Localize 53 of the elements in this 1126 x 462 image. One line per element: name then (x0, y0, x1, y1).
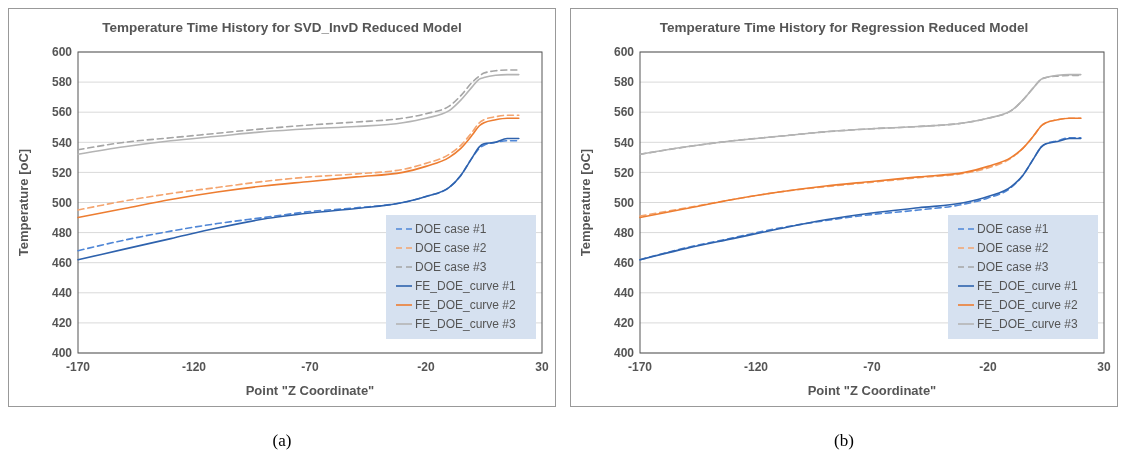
legend-label: FE_DOE_curve #3 (977, 317, 1079, 332)
legend-label: DOE case #3 (977, 260, 1049, 275)
y-tick-label: 560 (51, 105, 73, 120)
x-tick-label: -70 (301, 360, 319, 374)
y-axis-title: Temperature [oC] (578, 148, 593, 257)
y-tick-label: 400 (613, 346, 635, 361)
legend-label: FE_DOE_curve #2 (977, 298, 1079, 313)
y-tick-label: 480 (51, 225, 73, 240)
line-series (639, 136, 1082, 261)
y-tick-label: 480 (613, 225, 635, 240)
text: (b) (834, 431, 854, 450)
legend-label: FE_DOE_curve #1 (977, 279, 1079, 294)
y-tick-label: 580 (51, 75, 73, 90)
text: (a) (272, 431, 292, 450)
legend-label: FE_DOE_curve #2 (415, 298, 517, 313)
y-tick-label: 500 (51, 195, 73, 210)
y-tick-label: 460 (51, 255, 73, 270)
legend-label: DOE case #3 (415, 260, 487, 275)
legend-label: FE_DOE_curve #3 (415, 317, 517, 332)
y-tick-label: 420 (51, 316, 73, 331)
y-tick-label: 600 (51, 45, 73, 60)
y-tick-label: 420 (613, 316, 635, 331)
legend-label: DOE case #1 (977, 222, 1049, 237)
y-tick-label: 440 (613, 286, 635, 300)
x-tick-label: 30 (1097, 360, 1111, 374)
legend-label: DOE case #2 (977, 241, 1049, 256)
x-tick-label: 30 (535, 360, 549, 374)
x-tick-label: -20 (417, 360, 435, 374)
y-tick-label: 600 (613, 45, 635, 60)
y-tick-label: 460 (613, 255, 635, 270)
x-tick-label: -170 (65, 360, 91, 374)
y-tick-label: 400 (51, 346, 73, 361)
y-tick-label: 540 (613, 135, 635, 150)
x-tick-label: -170 (627, 360, 653, 374)
x-tick-label: -120 (181, 360, 207, 374)
y-tick-label: 520 (51, 165, 73, 180)
y-tick-label: 560 (613, 105, 635, 120)
x-axis-title: Point "Z Coordinate" (807, 383, 937, 398)
chart-title: Temperature Time History for SVD_InvD Reduced Model (102, 20, 462, 35)
legend-label: DOE case #2 (415, 241, 487, 256)
x-tick-label: -70 (863, 360, 881, 374)
y-tick-label: 520 (613, 165, 635, 180)
x-tick-label: -120 (743, 360, 769, 374)
x-axis-title: Point "Z Coordinate" (245, 383, 375, 398)
y-tick-label: 440 (51, 286, 73, 300)
y-tick-label: 580 (613, 75, 635, 90)
y-axis-title: Temperature [oC] (16, 148, 31, 257)
x-tick-label: -20 (979, 360, 997, 374)
legend-label: DOE case #1 (415, 222, 487, 237)
y-tick-label: 500 (613, 195, 635, 210)
legend-label: FE_DOE_curve #1 (415, 279, 517, 294)
y-tick-label: 540 (51, 135, 73, 150)
chart-title: Temperature Time History for Regression Reduced Model (659, 20, 1029, 35)
